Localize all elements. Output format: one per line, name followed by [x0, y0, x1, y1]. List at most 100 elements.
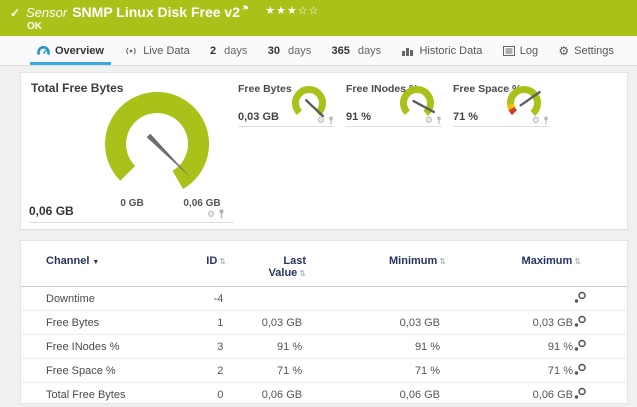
gear-icon: ⚙ [558, 43, 570, 58]
tab-label: Settings [574, 44, 614, 57]
tab-365-days[interactable]: 365 days [325, 36, 389, 65]
sort-icon: ⇅ [299, 269, 306, 278]
bar-chart-icon [402, 47, 414, 56]
channel-last-value: 0,06 GB [261, 388, 303, 401]
gear-icon[interactable]: ⚙ [316, 115, 325, 125]
tab-settings[interactable]: ⚙ Settings [551, 36, 621, 65]
tab-label: Historic Data [419, 44, 483, 57]
priority-stars[interactable]: ★★★☆☆ [265, 5, 320, 17]
channel-last-value: 0,03 GB [261, 316, 303, 329]
free-inodes-gauge [400, 86, 435, 117]
tab-label: Log [519, 44, 539, 57]
channel-name: Free INodes % [46, 340, 120, 353]
channel-minimum: 0,06 GB [399, 388, 441, 401]
tab-log[interactable]: Log [496, 36, 545, 65]
channel-last-value: 71 % [277, 364, 303, 377]
col-header-last-value[interactable]: Last Value ⇅ [268, 255, 306, 279]
mini-gauge-free-bytes: Free Bytes 0,03 GB ⚙ [238, 83, 334, 127]
channel-settings-icon[interactable] [573, 291, 587, 307]
pin-icon[interactable] [218, 209, 225, 219]
gauge-scale-min: 0 GB [120, 198, 144, 209]
page-content: Total Free Bytes 0 GB 0,06 GB 0,06 GB ⚙ … [0, 66, 637, 407]
channel-name: Free Bytes [46, 316, 100, 329]
channel-name: Free Space % [46, 364, 116, 377]
channel-settings-icon[interactable] [573, 387, 587, 403]
channel-maximum: 71 % [547, 364, 573, 377]
channel-settings-icon[interactable] [573, 315, 587, 331]
tab-overview[interactable]: Overview [30, 36, 111, 65]
sort-icon: ⇅ [574, 257, 581, 266]
channel-last-value: 91 % [277, 340, 303, 353]
tab-label-number: 365 [331, 44, 350, 57]
col-header-minimum[interactable]: Minimum ⇅ [389, 255, 446, 267]
sort-icon: ⇅ [439, 257, 446, 266]
tab-bar: Overview Live Data 2 days 30 days 365 days … [0, 36, 637, 66]
tab-label-number: 30 [267, 44, 280, 57]
table-row-total-free-bytes: Total Free Bytes 0 0,06 GB 0,06 GB 0,06 … [21, 383, 627, 407]
mini-gauge-value: 91 % [346, 111, 372, 123]
free-bytes-gauge [292, 86, 326, 118]
tab-historic-data[interactable]: Historic Data [394, 36, 489, 65]
mini-gauge-value: 71 % [453, 111, 479, 123]
free-space-gauge [507, 86, 541, 117]
mini-gauge-title: Free Bytes [238, 83, 292, 95]
tab-2-days[interactable]: 2 days [203, 36, 254, 65]
table-row-free-space: Free Space % 2 71 % 71 % 71 % [21, 359, 627, 383]
table-header-row: Channel ▼ ID ⇅ Last Value ⇅ Minimum ⇅ Maximum… [21, 241, 627, 287]
col-header-maximum[interactable]: Maximum ⇅ [521, 255, 581, 267]
tab-label-unit: days [287, 44, 312, 57]
log-list-icon [502, 45, 515, 56]
channel-id: 2 [217, 364, 224, 377]
gear-icon[interactable]: ⚙ [531, 115, 540, 125]
pin-icon[interactable] [543, 116, 549, 125]
sensor-name: SNMP Linux Disk Free v2 [72, 4, 241, 20]
sensor-status-text: OK [27, 21, 42, 32]
mini-gauge-title: Free Space % [453, 83, 522, 95]
sort-icon: ⇅ [219, 257, 226, 266]
gauge-needle [146, 133, 191, 178]
channel-minimum: 71 % [414, 364, 441, 377]
mini-gauge-value: 0,03 GB [238, 111, 279, 123]
sort-desc-icon: ▼ [92, 259, 100, 266]
channel-maximum: 0,03 GB [532, 316, 573, 329]
gauge-scale-max: 0,06 GB [183, 198, 221, 209]
sensor-type-label: Sensor [26, 5, 68, 20]
channel-minimum: 0,03 GB [399, 316, 441, 329]
tab-live-data[interactable]: Live Data [117, 36, 196, 65]
pin-icon[interactable] [436, 116, 442, 125]
sensor-header-bar: ✓ Sensor SNMP Linux Disk Free v2 ⚑ ★★★☆☆ OK [0, 0, 637, 36]
main-gauge-value: 0,06 GB [29, 204, 74, 218]
channel-id: 3 [217, 340, 224, 353]
gauge-needle [519, 90, 541, 107]
pin-icon[interactable] [328, 116, 334, 125]
overview-gauges-panel: Total Free Bytes 0 GB 0,06 GB 0,06 GB ⚙ … [20, 72, 628, 230]
tab-label-unit: days [224, 44, 248, 57]
gear-icon[interactable]: ⚙ [207, 208, 216, 219]
tab-label: Live Data [143, 44, 190, 57]
tab-30-days[interactable]: 30 days [261, 36, 319, 65]
channel-settings-icon[interactable] [573, 339, 587, 355]
channel-settings-icon[interactable] [573, 363, 587, 379]
status-check-icon: ✓ [10, 6, 21, 20]
signal-icon [126, 47, 136, 54]
gear-icon[interactable]: ⚙ [424, 115, 433, 125]
col-header-id[interactable]: ID ⇅ [206, 255, 226, 267]
channel-maximum: 0,06 GB [532, 388, 573, 401]
table-row-free-inodes: Free INodes % 3 91 % 91 % 91 % [21, 335, 627, 359]
total-free-bytes-gauge [105, 92, 210, 189]
main-gauge-title: Total Free Bytes [31, 81, 124, 95]
gauge-needle [412, 99, 435, 114]
tab-label-unit: days [357, 44, 382, 57]
channel-id: 0 [217, 388, 224, 401]
mini-gauge-free-space: Free Space % 71 % ⚙ [453, 83, 549, 127]
channel-minimum: 91 % [414, 340, 441, 353]
mini-gauge-free-inodes: Free INodes % 91 % ⚙ [346, 83, 442, 127]
gauge-needle [304, 99, 325, 118]
channel-maximum: 91 % [547, 340, 573, 353]
gauge-icon [37, 46, 50, 56]
table-row-downtime: Downtime -4 [21, 287, 627, 311]
col-header-channel[interactable]: Channel ▼ [46, 255, 100, 267]
mini-gauge-title: Free INodes % [346, 83, 419, 95]
table-row-free-bytes: Free Bytes 1 0,03 GB 0,03 GB 0,03 GB [21, 311, 627, 335]
divider [29, 222, 234, 223]
